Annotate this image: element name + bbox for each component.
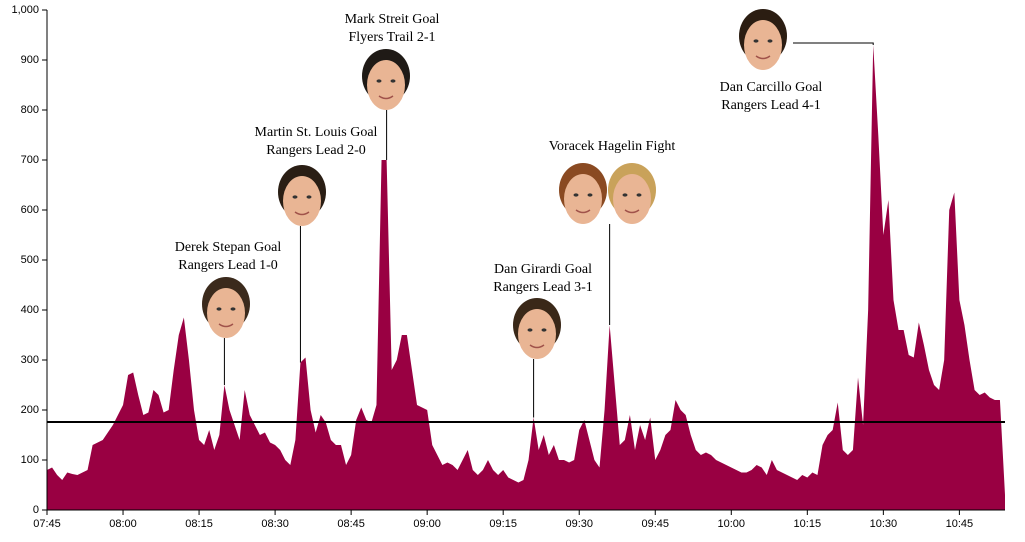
x-tick-label: 10:00 bbox=[718, 518, 746, 530]
face-skin bbox=[564, 174, 602, 224]
face-mouth bbox=[218, 323, 234, 328]
face-eye bbox=[230, 307, 236, 311]
face-mouth bbox=[575, 209, 591, 214]
face-eye bbox=[306, 195, 312, 199]
x-tick-label: 09:00 bbox=[413, 518, 441, 530]
face-skin bbox=[744, 20, 782, 70]
x-tick-label: 08:00 bbox=[109, 518, 137, 530]
annotation-text: Rangers Lead 2-0 bbox=[266, 143, 366, 158]
face-mouth bbox=[755, 55, 771, 60]
x-tick-label: 08:30 bbox=[261, 518, 289, 530]
face-mouth bbox=[378, 95, 394, 100]
face-eye bbox=[622, 193, 628, 197]
y-tick-label: 400 bbox=[21, 304, 39, 316]
face-eye bbox=[292, 195, 298, 199]
y-tick-label: 300 bbox=[21, 354, 39, 366]
x-tick-label: 09:45 bbox=[641, 518, 669, 530]
x-tick-label: 09:30 bbox=[565, 518, 593, 530]
face-eye bbox=[541, 328, 547, 332]
annotation-text: Dan Girardi Goal bbox=[494, 262, 592, 277]
y-tick-label: 100 bbox=[21, 454, 39, 466]
face-eye bbox=[216, 307, 222, 311]
annotation-text: Martin St. Louis Goal bbox=[255, 125, 378, 140]
face-mouth bbox=[529, 344, 545, 349]
annotation-text: Dan Carcillo Goal bbox=[720, 80, 823, 95]
face bbox=[739, 9, 787, 70]
x-tick-label: 10:45 bbox=[946, 518, 974, 530]
x-tick-label: 09:15 bbox=[489, 518, 517, 530]
face-skin bbox=[207, 288, 245, 338]
annotation-text: Flyers Trail 2-1 bbox=[348, 30, 435, 45]
y-tick-label: 600 bbox=[21, 204, 39, 216]
y-tick-label: 1,000 bbox=[11, 4, 39, 16]
face bbox=[202, 277, 250, 338]
x-tick-label: 08:45 bbox=[337, 518, 365, 530]
face-eye bbox=[753, 39, 759, 43]
y-tick-label: 500 bbox=[21, 254, 39, 266]
y-tick-label: 200 bbox=[21, 404, 39, 416]
annotation-text: Rangers Lead 4-1 bbox=[721, 98, 821, 113]
face bbox=[362, 49, 410, 110]
face-skin bbox=[283, 176, 321, 226]
face-skin bbox=[367, 60, 405, 110]
y-tick-label: 0 bbox=[33, 504, 39, 516]
face-eye bbox=[527, 328, 533, 332]
y-tick-label: 800 bbox=[21, 104, 39, 116]
x-tick-label: 07:45 bbox=[33, 518, 61, 530]
face bbox=[608, 163, 656, 224]
face-eye bbox=[573, 193, 579, 197]
face bbox=[559, 163, 607, 224]
annotation-text: Voracek Hagelin Fight bbox=[549, 139, 676, 154]
face-eye bbox=[636, 193, 642, 197]
face bbox=[513, 298, 561, 359]
x-tick-label: 10:30 bbox=[870, 518, 898, 530]
face-skin bbox=[518, 309, 556, 359]
face-eye bbox=[376, 79, 382, 83]
y-tick-label: 700 bbox=[21, 154, 39, 166]
y-tick-label: 900 bbox=[21, 54, 39, 66]
face-mouth bbox=[294, 211, 310, 216]
x-tick-label: 10:15 bbox=[794, 518, 822, 530]
face-eye bbox=[767, 39, 773, 43]
face-skin bbox=[613, 174, 651, 224]
area bbox=[47, 45, 1005, 510]
face-eye bbox=[587, 193, 593, 197]
annotation-text: Derek Stepan Goal bbox=[175, 240, 282, 255]
face-eye bbox=[390, 79, 396, 83]
annotation-text: Mark Streit Goal bbox=[345, 12, 440, 27]
x-tick-label: 08:15 bbox=[185, 518, 213, 530]
annotation-text: Rangers Lead 3-1 bbox=[493, 280, 593, 295]
annotation-line bbox=[793, 42, 874, 45]
face bbox=[278, 165, 326, 226]
annotation-text: Rangers Lead 1-0 bbox=[178, 258, 278, 273]
face-mouth bbox=[624, 209, 640, 214]
